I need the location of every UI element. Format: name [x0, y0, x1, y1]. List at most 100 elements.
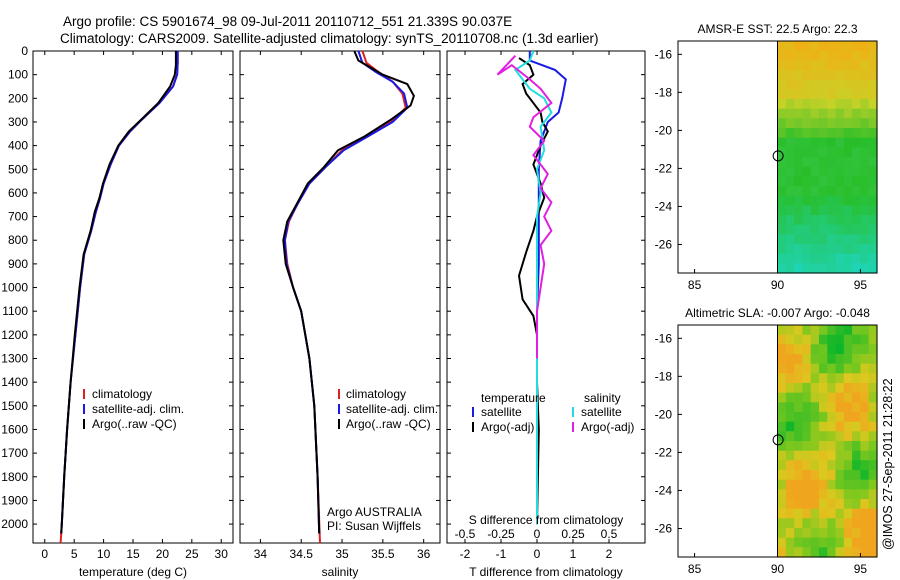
heatmap-cell	[852, 50, 861, 61]
heatmap-cell	[810, 118, 820, 129]
credit-text: @IMOS 27-Sep-2011 21:28:22	[881, 378, 895, 550]
legend-label-salinity: climatology	[346, 387, 406, 401]
heatmap-cell	[777, 460, 787, 471]
heatmap-cell	[802, 460, 812, 471]
heatmap-cell	[819, 460, 828, 471]
y-tick-label: 800	[8, 233, 28, 247]
heatmap-cell	[835, 460, 845, 471]
x-tick-label-temperature: 10	[97, 547, 111, 561]
legend-title-salinity: salinity	[584, 391, 621, 405]
heatmap-cell	[868, 128, 878, 139]
heatmap-cell	[843, 244, 853, 255]
heatmap-cell	[835, 537, 845, 548]
heatmap-cell	[852, 344, 861, 355]
heatmap-cell	[802, 421, 812, 432]
heatmap-cell	[802, 518, 812, 529]
heatmap-cell	[777, 508, 787, 519]
heatmap-cell	[860, 412, 870, 423]
heatmap-cell	[819, 334, 828, 345]
heatmap-cell	[785, 325, 795, 336]
series-line-difference-1	[517, 57, 549, 525]
heatmap-cell	[852, 166, 861, 177]
heatmap-cell	[827, 383, 837, 394]
heatmap-cell	[860, 470, 870, 481]
x-tick-label-salinity: 34	[254, 547, 268, 561]
heatmap-cell	[852, 41, 861, 52]
heatmap-cell	[794, 489, 803, 500]
y-tick-label: 1600	[1, 422, 28, 436]
y-tick-label: 1400	[1, 375, 28, 389]
heatmap-cell	[785, 60, 795, 71]
heatmap-cell	[860, 60, 870, 71]
heatmap-cell	[819, 128, 828, 139]
heatmap-cell	[794, 450, 803, 461]
heatmap-cell	[777, 263, 787, 274]
heatmap-cell	[860, 157, 870, 168]
heatmap-cell	[860, 373, 870, 384]
heatmap-cell	[777, 325, 787, 336]
heatmap-cell	[835, 99, 845, 110]
heatmap-cell	[827, 186, 837, 197]
heatmap-cell	[827, 89, 837, 100]
heatmap-cell	[785, 147, 795, 158]
heatmap-cell	[810, 412, 820, 423]
heatmap-cell	[843, 147, 853, 158]
y-tick-label: 2000	[1, 517, 28, 531]
heatmap-cell	[785, 499, 795, 510]
heatmap-cell	[810, 373, 820, 384]
heatmap-cell	[835, 421, 845, 432]
heatmap-cells-sst_map	[777, 41, 878, 274]
map-y-tick-label: -16	[655, 47, 673, 61]
heatmap-cell	[827, 41, 837, 52]
heatmap-cell	[852, 128, 861, 139]
heatmap-cell	[835, 118, 845, 129]
legend-label-difference: satellite	[481, 405, 522, 419]
legend-label-difference: satellite	[581, 405, 622, 419]
heatmap-cell	[843, 234, 853, 245]
heatmap-cell	[819, 79, 828, 90]
heatmap-cell	[794, 354, 803, 365]
heatmap-cell	[802, 392, 812, 403]
heatmap-cell	[777, 50, 787, 61]
heatmap-cell	[843, 547, 853, 558]
heatmap-cell	[868, 460, 878, 471]
heatmap-cell	[819, 392, 828, 403]
heatmap-cell	[868, 547, 878, 558]
heatmap-cell	[835, 431, 845, 442]
heatmap-cell	[819, 431, 828, 442]
heatmap-cell	[802, 344, 812, 355]
x2-tick-label: 0.5	[601, 527, 618, 541]
heatmap-cell	[819, 89, 828, 100]
heatmap-cell	[860, 363, 870, 374]
heatmap-cell	[827, 518, 837, 529]
map-y-tick-label: -20	[655, 123, 673, 137]
heatmap-cell	[777, 528, 787, 539]
header-line1: Argo profile: CS 5901674_98 09-Jul-2011 …	[63, 14, 512, 29]
heatmap-cell	[810, 363, 820, 374]
heatmap-cell	[843, 137, 853, 148]
heatmap-cell	[827, 70, 837, 81]
x-axis-label-temperature: temperature (deg C)	[79, 565, 187, 579]
heatmap-cell	[843, 499, 853, 510]
heatmap-cell	[794, 373, 803, 384]
annotation-pi: PI: Susan Wijffels	[327, 519, 421, 533]
heatmap-cell	[810, 450, 820, 461]
heatmap-cell	[777, 118, 787, 129]
legend-label-temperature: satellite-adj. clim.	[92, 402, 184, 416]
heatmap-cell	[802, 60, 812, 71]
heatmap-cell	[810, 50, 820, 61]
heatmap-cell	[852, 383, 861, 394]
heatmap-cell	[777, 195, 787, 206]
x-tick-label-temperature: 30	[215, 547, 229, 561]
heatmap-cell	[794, 99, 803, 110]
heatmap-cell	[868, 431, 878, 442]
heatmap-cell	[802, 479, 812, 490]
heatmap-cell	[868, 147, 878, 158]
heatmap-cell	[868, 234, 878, 245]
heatmap-cell	[819, 244, 828, 255]
heatmap-cell	[810, 325, 820, 336]
heatmap-cell	[785, 441, 795, 452]
heatmap-cell	[810, 489, 820, 500]
heatmap-cell	[802, 450, 812, 461]
heatmap-cell	[835, 215, 845, 226]
